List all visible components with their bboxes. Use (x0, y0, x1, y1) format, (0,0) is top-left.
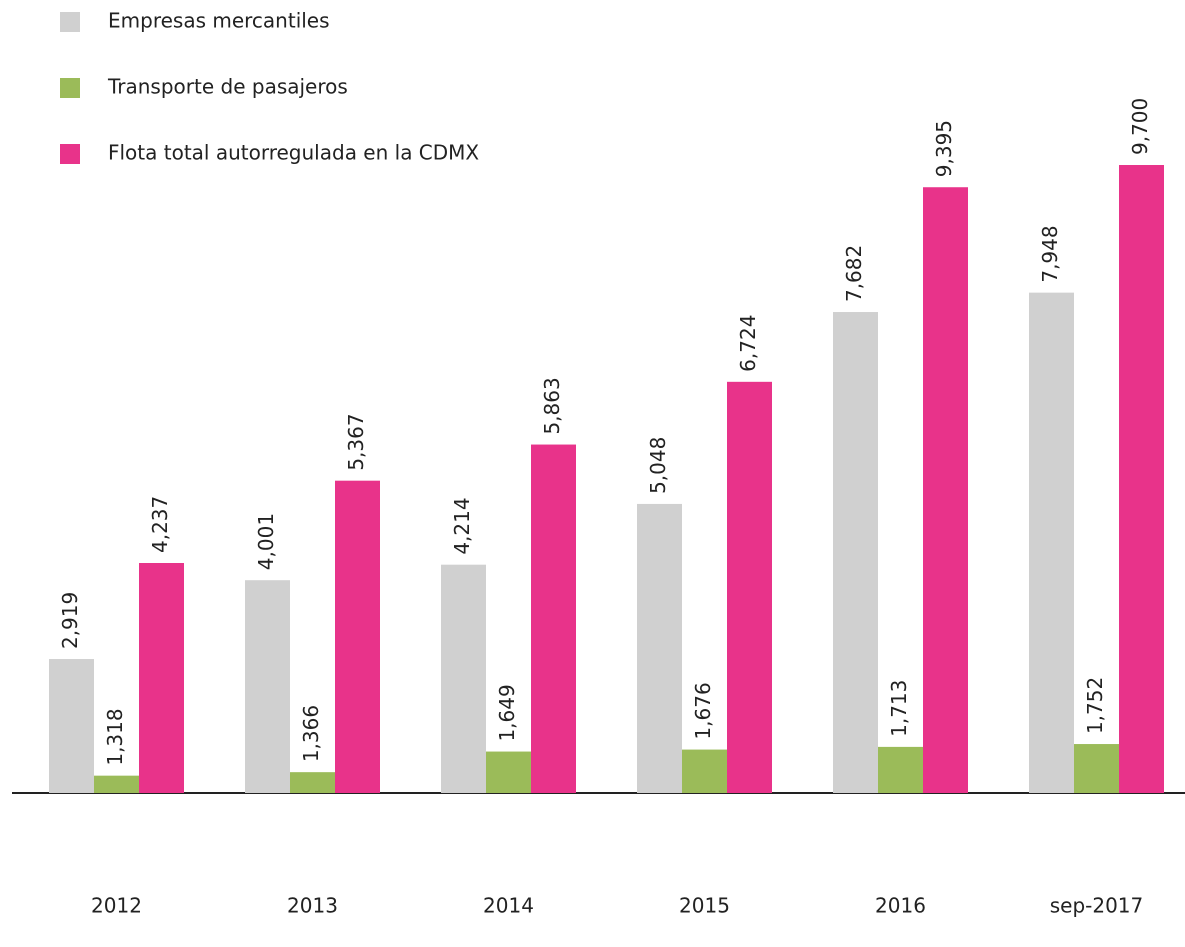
bar (1074, 744, 1119, 793)
legend-label: Transporte de pasajeros (107, 75, 348, 99)
bar (94, 775, 139, 793)
bar (486, 751, 531, 793)
data-label: 9,395 (932, 120, 956, 177)
bar (1029, 292, 1074, 793)
bar (245, 580, 290, 793)
data-label: 7,948 (1038, 225, 1062, 282)
data-label: 5,367 (344, 413, 368, 470)
bar (637, 503, 682, 793)
data-label: 5,048 (646, 437, 670, 494)
data-label: 1,752 (1083, 677, 1107, 734)
x-tick-label: sep-2017 (1050, 894, 1144, 918)
x-tick-label: 2014 (483, 894, 534, 918)
data-label: 2,919 (58, 592, 82, 649)
data-label: 1,318 (103, 708, 127, 765)
legend-label: Flota total autorregulada en la CDMX (108, 141, 479, 165)
data-label: 9,700 (1128, 98, 1152, 155)
bar (727, 381, 772, 793)
data-label: 5,863 (540, 377, 564, 434)
bar (1119, 165, 1164, 794)
bar (923, 187, 968, 793)
x-tick-label: 2015 (679, 894, 730, 918)
data-label: 1,649 (495, 684, 519, 741)
legend-swatch (60, 78, 80, 98)
bar (441, 564, 486, 793)
x-tick-label: 2012 (91, 894, 142, 918)
data-label: 1,713 (887, 680, 911, 737)
data-label: 1,676 (691, 682, 715, 739)
data-label: 4,001 (254, 513, 278, 570)
legend-swatch (60, 12, 80, 32)
bar (139, 563, 184, 793)
data-label: 1,366 (299, 705, 323, 762)
data-label: 4,214 (450, 497, 474, 554)
bar (531, 444, 576, 793)
bar (833, 312, 878, 793)
legend-label: Empresas mercantiles (108, 9, 330, 33)
data-label: 7,682 (842, 245, 866, 302)
data-label: 4,237 (148, 496, 172, 553)
data-label: 6,724 (736, 315, 760, 372)
x-tick-label: 2016 (875, 894, 926, 918)
bar (682, 749, 727, 793)
bar (335, 480, 380, 793)
bar (290, 772, 335, 793)
bar (49, 659, 94, 793)
bar (878, 746, 923, 793)
legend-swatch (60, 144, 80, 164)
x-tick-label: 2013 (287, 894, 338, 918)
